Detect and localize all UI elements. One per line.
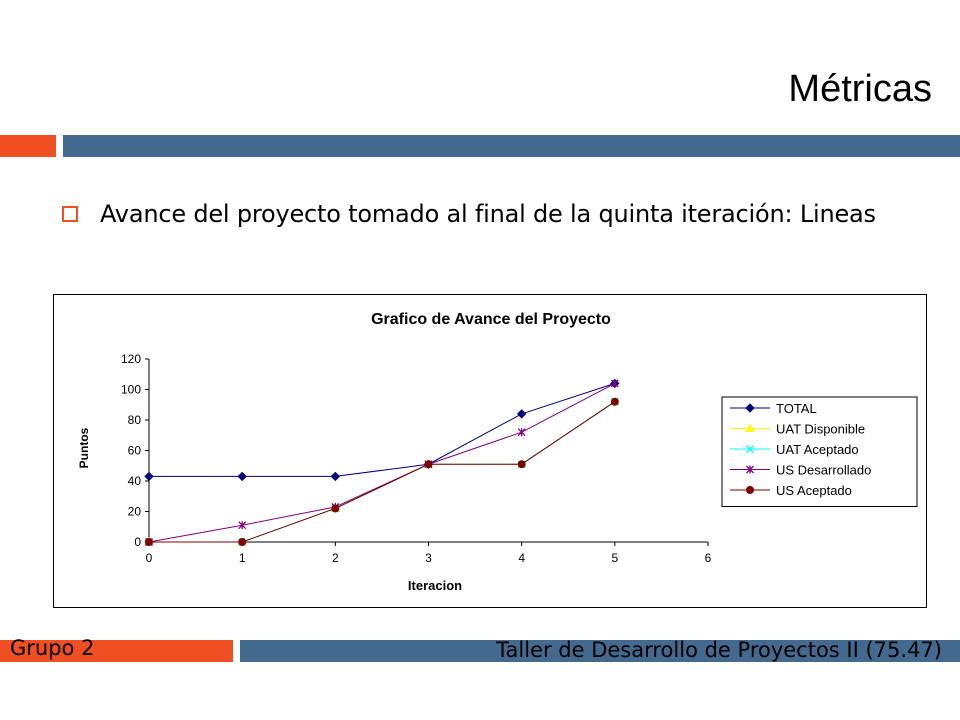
x-tick-label: 1 — [239, 551, 246, 565]
legend-marker — [746, 465, 754, 474]
y-tick-label: 60 — [128, 444, 142, 458]
y-tick-label: 80 — [128, 413, 142, 427]
legend-label: US Desarrollado — [776, 463, 871, 478]
legend-label: UAT Disponible — [776, 422, 865, 437]
x-tick-label: 2 — [332, 551, 339, 565]
series-uat-disponible — [144, 396, 620, 546]
bullet-text: Avance del proyecto tomado al final de l… — [100, 200, 876, 228]
series-line — [149, 401, 616, 543]
x-tick-label: 0 — [146, 551, 153, 565]
data-point — [331, 504, 340, 513]
data-point — [238, 538, 247, 546]
series-uat-aceptado — [144, 397, 619, 547]
legend-label: US Aceptado — [776, 483, 852, 498]
y-axis-label: Puntos — [77, 427, 91, 468]
y-tick-label: 120 — [121, 352, 141, 366]
series-us-aceptado — [145, 397, 619, 546]
footer-bar — [240, 640, 960, 662]
footer-accent-bar — [0, 640, 233, 662]
series-line — [149, 382, 615, 477]
chart-title: Grafico de Avance del Proyecto — [371, 311, 611, 328]
data-point — [516, 409, 527, 419]
chart-frame: Grafico de Avance del Proyecto Iteracion… — [53, 294, 927, 608]
data-point — [610, 397, 619, 406]
series-total — [144, 378, 620, 482]
footer-group-label: Grupo 2 — [10, 636, 95, 660]
x-tick-label: 4 — [518, 551, 525, 565]
y-tick-label: 100 — [121, 383, 141, 397]
data-point — [517, 460, 526, 469]
x-tick-label: 6 — [705, 551, 712, 565]
data-point — [238, 521, 247, 530]
legend-item: US Desarrollado — [730, 463, 871, 478]
square-bullet-icon — [62, 206, 78, 222]
series-us-desarrollado — [145, 379, 619, 546]
data-point — [237, 471, 247, 482]
data-point — [517, 428, 526, 437]
x-axis-label: Iteracion — [408, 578, 462, 593]
header-bar — [63, 135, 960, 157]
slide-title: Métricas — [788, 68, 932, 110]
x-tick-label: 5 — [611, 551, 618, 565]
legend-marker — [745, 423, 755, 432]
legend-marker — [746, 486, 754, 494]
y-tick-label: 40 — [128, 474, 142, 488]
legend-item: UAT Disponible — [730, 422, 865, 437]
data-point — [144, 471, 154, 482]
line-chart: Grafico de Avance del Proyecto Iteracion… — [77, 311, 918, 593]
series-line — [149, 401, 616, 543]
data-point — [424, 460, 433, 469]
data-point — [330, 471, 341, 482]
legend-item: UAT Aceptado — [730, 442, 859, 457]
legend-marker — [745, 444, 755, 454]
x-tick-label: 3 — [425, 551, 432, 565]
chart-series — [144, 378, 620, 547]
legend-label: TOTAL — [776, 401, 817, 416]
y-tick-label: 0 — [134, 535, 141, 549]
legend-box — [721, 396, 918, 507]
footer-course-label: Taller de Desarrollo de Proyectos II (75… — [496, 638, 942, 662]
series-line — [148, 382, 616, 543]
bullet-item: Avance del proyecto tomado al final de l… — [62, 200, 876, 228]
chart-legend: TOTAL UAT Disponible UAT Aceptado US Desarr… — [721, 396, 918, 507]
legend-item: US Aceptado — [730, 483, 852, 498]
header-accent-bar — [0, 135, 56, 157]
data-point — [145, 538, 153, 546]
chart-axes: 0 20 40 60 80 100 120 0 1 2 3 4 5 6 — [121, 352, 712, 565]
legend-label: UAT Aceptado — [776, 442, 859, 457]
legend-marker — [745, 403, 755, 413]
legend-item: TOTAL — [730, 401, 817, 416]
data-point — [610, 379, 619, 388]
y-tick-label: 20 — [128, 505, 142, 519]
series-line — [149, 401, 616, 543]
